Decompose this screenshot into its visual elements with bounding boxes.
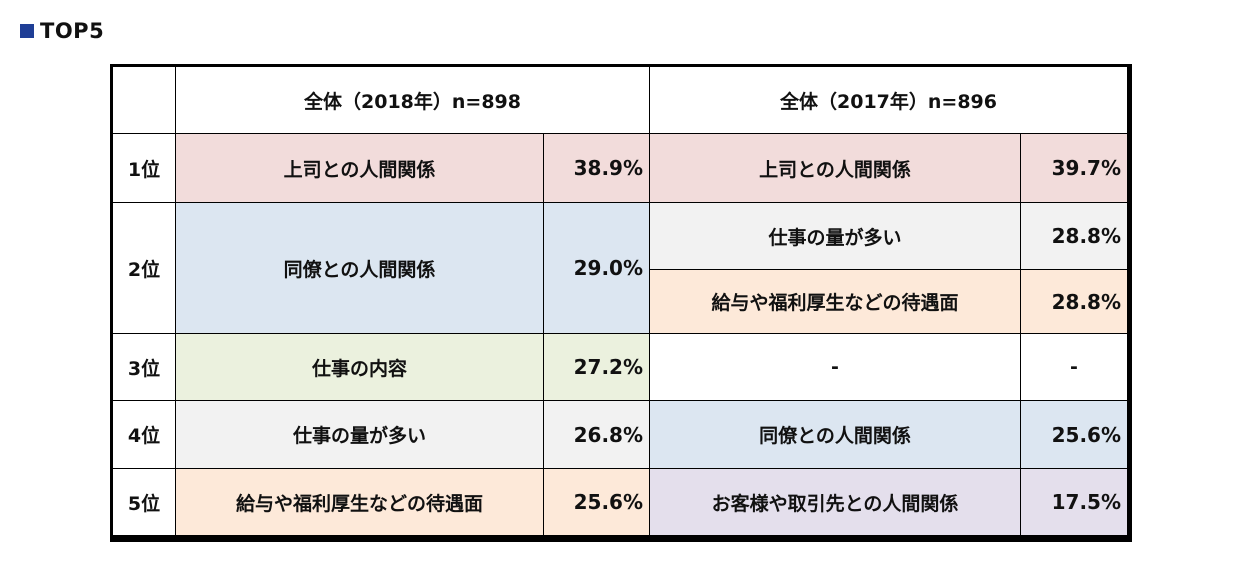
header-corner-cell xyxy=(113,67,176,134)
rank-3-2018-item: 仕事の内容 xyxy=(176,334,544,401)
rank-2a-2017-pct: 28.8% xyxy=(1021,203,1127,270)
ranking-table: 全体（2018年）n=898 全体（2017年）n=896 1位 上司との人間関… xyxy=(110,64,1132,542)
rank-4-2017-item: 同僚との人間関係 xyxy=(650,401,1021,469)
rank-2b-2017-item: 給与や福利厚生などの待遇面 xyxy=(650,270,1021,334)
rank-2a-2017-item: 仕事の量が多い xyxy=(650,203,1021,270)
rank-1-2017-item: 上司との人間関係 xyxy=(650,134,1021,203)
rank-4-2018-item: 仕事の量が多い xyxy=(176,401,544,469)
rank-2-label: 2位 xyxy=(113,203,176,334)
rank-5-2018-item: 給与や福利厚生などの待遇面 xyxy=(176,469,544,535)
rank-3-label: 3位 xyxy=(113,334,176,401)
rank-4-2017-pct: 25.6% xyxy=(1021,401,1127,469)
rank-2-2018-item: 同僚との人間関係 xyxy=(176,203,544,334)
rank-3-2017-item: - xyxy=(650,334,1021,401)
square-bullet-icon xyxy=(20,24,34,38)
rank-4-2018-pct: 26.8% xyxy=(544,401,650,469)
rank-5-2017-item: お客様や取引先との人間関係 xyxy=(650,469,1021,535)
rank-5-2017-pct: 17.5% xyxy=(1021,469,1127,535)
rank-5-2018-pct: 25.6% xyxy=(544,469,650,535)
section-heading: TOP5 xyxy=(20,19,104,43)
rank-1-2017-pct: 39.7% xyxy=(1021,134,1127,203)
header-2017: 全体（2017年）n=896 xyxy=(650,67,1127,134)
rank-3-2017-pct: - xyxy=(1021,334,1127,401)
rank-2b-2017-pct: 28.8% xyxy=(1021,270,1127,334)
rank-2-2018-pct: 29.0% xyxy=(544,203,650,334)
rank-4-label: 4位 xyxy=(113,401,176,469)
header-2018: 全体（2018年）n=898 xyxy=(176,67,650,134)
rank-1-2018-pct: 38.9% xyxy=(544,134,650,203)
section-heading-text: TOP5 xyxy=(40,19,105,43)
rank-1-label: 1位 xyxy=(113,134,176,203)
rank-1-2018-item: 上司との人間関係 xyxy=(176,134,544,203)
rank-5-label: 5位 xyxy=(113,469,176,535)
rank-3-2018-pct: 27.2% xyxy=(544,334,650,401)
